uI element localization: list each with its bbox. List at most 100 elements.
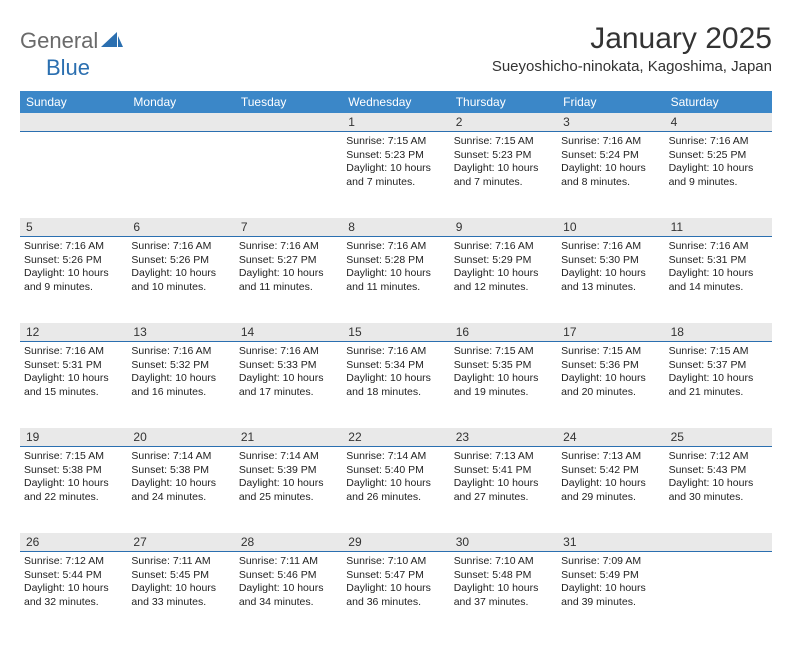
daylight-line: Daylight: 10 hours and 16 minutes. — [131, 372, 230, 399]
sunset-line: Sunset: 5:28 PM — [346, 254, 445, 268]
sunset-line: Sunset: 5:49 PM — [561, 569, 660, 583]
daylight-line: Daylight: 10 hours and 10 minutes. — [131, 267, 230, 294]
day-cell: Sunrise: 7:16 AMSunset: 5:25 PMDaylight:… — [665, 132, 772, 218]
sunrise-line: Sunrise: 7:10 AM — [454, 555, 553, 569]
daylight-line: Daylight: 10 hours and 25 minutes. — [239, 477, 338, 504]
day-number: 2 — [450, 113, 557, 131]
day-cell: Sunrise: 7:14 AMSunset: 5:39 PMDaylight:… — [235, 447, 342, 533]
sunrise-line: Sunrise: 7:09 AM — [561, 555, 660, 569]
daylight-line: Daylight: 10 hours and 8 minutes. — [561, 162, 660, 189]
sunrise-line: Sunrise: 7:15 AM — [454, 345, 553, 359]
sunset-line: Sunset: 5:44 PM — [24, 569, 123, 583]
day-number — [20, 113, 127, 131]
day-cell: Sunrise: 7:15 AMSunset: 5:23 PMDaylight:… — [342, 132, 449, 218]
day-cell: Sunrise: 7:13 AMSunset: 5:42 PMDaylight:… — [557, 447, 664, 533]
daylight-line: Daylight: 10 hours and 29 minutes. — [561, 477, 660, 504]
day-number: 22 — [342, 428, 449, 446]
day-cell — [235, 132, 342, 218]
day-number: 16 — [450, 323, 557, 341]
day-number: 27 — [127, 533, 234, 551]
day-cell: Sunrise: 7:16 AMSunset: 5:31 PMDaylight:… — [20, 342, 127, 428]
day-number: 9 — [450, 218, 557, 236]
daylight-line: Daylight: 10 hours and 18 minutes. — [346, 372, 445, 399]
day-cell: Sunrise: 7:13 AMSunset: 5:41 PMDaylight:… — [450, 447, 557, 533]
day-number: 26 — [20, 533, 127, 551]
day-number-row: 12131415161718 — [20, 323, 772, 341]
daylight-line: Daylight: 10 hours and 11 minutes. — [346, 267, 445, 294]
day-number: 18 — [665, 323, 772, 341]
day-cell: Sunrise: 7:16 AMSunset: 5:26 PMDaylight:… — [127, 237, 234, 323]
sunrise-line: Sunrise: 7:16 AM — [239, 345, 338, 359]
day-number: 3 — [557, 113, 664, 131]
sunset-line: Sunset: 5:39 PM — [239, 464, 338, 478]
day-cell: Sunrise: 7:14 AMSunset: 5:38 PMDaylight:… — [127, 447, 234, 533]
day-cell: Sunrise: 7:16 AMSunset: 5:31 PMDaylight:… — [665, 237, 772, 323]
day-cell: Sunrise: 7:15 AMSunset: 5:35 PMDaylight:… — [450, 342, 557, 428]
day-number: 31 — [557, 533, 664, 551]
daylight-line: Daylight: 10 hours and 9 minutes. — [669, 162, 768, 189]
day-number-row: 567891011 — [20, 218, 772, 236]
sunrise-line: Sunrise: 7:11 AM — [131, 555, 230, 569]
sunrise-line: Sunrise: 7:14 AM — [131, 450, 230, 464]
sunrise-line: Sunrise: 7:15 AM — [669, 345, 768, 359]
sunset-line: Sunset: 5:48 PM — [454, 569, 553, 583]
sunset-line: Sunset: 5:31 PM — [24, 359, 123, 373]
day-number — [665, 533, 772, 551]
month-title: January 2025 — [492, 22, 772, 56]
day-number: 8 — [342, 218, 449, 236]
daylight-line: Daylight: 10 hours and 37 minutes. — [454, 582, 553, 609]
day-cell — [665, 552, 772, 638]
daylight-line: Daylight: 10 hours and 19 minutes. — [454, 372, 553, 399]
sunset-line: Sunset: 5:41 PM — [454, 464, 553, 478]
sunset-line: Sunset: 5:33 PM — [239, 359, 338, 373]
sunset-line: Sunset: 5:30 PM — [561, 254, 660, 268]
day-cell: Sunrise: 7:15 AMSunset: 5:37 PMDaylight:… — [665, 342, 772, 428]
calendar-grid: SundayMondayTuesdayWednesdayThursdayFrid… — [20, 91, 772, 638]
sunrise-line: Sunrise: 7:15 AM — [561, 345, 660, 359]
weekday-label: Monday — [127, 91, 234, 113]
day-cell: Sunrise: 7:12 AMSunset: 5:44 PMDaylight:… — [20, 552, 127, 638]
weekday-label: Friday — [557, 91, 664, 113]
sunrise-line: Sunrise: 7:16 AM — [24, 345, 123, 359]
day-number: 29 — [342, 533, 449, 551]
day-cell: Sunrise: 7:16 AMSunset: 5:32 PMDaylight:… — [127, 342, 234, 428]
sunset-line: Sunset: 5:43 PM — [669, 464, 768, 478]
week-row: Sunrise: 7:16 AMSunset: 5:31 PMDaylight:… — [20, 341, 772, 428]
day-number: 19 — [20, 428, 127, 446]
day-cell: Sunrise: 7:15 AMSunset: 5:36 PMDaylight:… — [557, 342, 664, 428]
day-cell: Sunrise: 7:16 AMSunset: 5:26 PMDaylight:… — [20, 237, 127, 323]
sunset-line: Sunset: 5:31 PM — [669, 254, 768, 268]
daylight-line: Daylight: 10 hours and 26 minutes. — [346, 477, 445, 504]
day-number — [127, 113, 234, 131]
daylight-line: Daylight: 10 hours and 22 minutes. — [24, 477, 123, 504]
day-number: 12 — [20, 323, 127, 341]
sunset-line: Sunset: 5:47 PM — [346, 569, 445, 583]
day-number: 15 — [342, 323, 449, 341]
day-cell: Sunrise: 7:11 AMSunset: 5:46 PMDaylight:… — [235, 552, 342, 638]
day-cell: Sunrise: 7:16 AMSunset: 5:34 PMDaylight:… — [342, 342, 449, 428]
sunset-line: Sunset: 5:45 PM — [131, 569, 230, 583]
week-row: Sunrise: 7:15 AMSunset: 5:38 PMDaylight:… — [20, 446, 772, 533]
sunrise-line: Sunrise: 7:14 AM — [346, 450, 445, 464]
day-cell: Sunrise: 7:16 AMSunset: 5:30 PMDaylight:… — [557, 237, 664, 323]
day-cell: Sunrise: 7:15 AMSunset: 5:23 PMDaylight:… — [450, 132, 557, 218]
daylight-line: Daylight: 10 hours and 36 minutes. — [346, 582, 445, 609]
calendar-page: General January 2025 Sueyoshicho-ninokat… — [0, 0, 792, 648]
daylight-line: Daylight: 10 hours and 12 minutes. — [454, 267, 553, 294]
sunset-line: Sunset: 5:26 PM — [131, 254, 230, 268]
daylight-line: Daylight: 10 hours and 30 minutes. — [669, 477, 768, 504]
sunrise-line: Sunrise: 7:16 AM — [346, 240, 445, 254]
sunset-line: Sunset: 5:46 PM — [239, 569, 338, 583]
day-cell: Sunrise: 7:10 AMSunset: 5:47 PMDaylight:… — [342, 552, 449, 638]
sunrise-line: Sunrise: 7:16 AM — [239, 240, 338, 254]
sunrise-line: Sunrise: 7:13 AM — [454, 450, 553, 464]
day-number — [235, 113, 342, 131]
sunrise-line: Sunrise: 7:16 AM — [131, 240, 230, 254]
day-cell: Sunrise: 7:16 AMSunset: 5:27 PMDaylight:… — [235, 237, 342, 323]
weekday-label: Tuesday — [235, 91, 342, 113]
sunset-line: Sunset: 5:36 PM — [561, 359, 660, 373]
day-number: 20 — [127, 428, 234, 446]
daylight-line: Daylight: 10 hours and 11 minutes. — [239, 267, 338, 294]
sunrise-line: Sunrise: 7:16 AM — [561, 135, 660, 149]
day-number: 13 — [127, 323, 234, 341]
